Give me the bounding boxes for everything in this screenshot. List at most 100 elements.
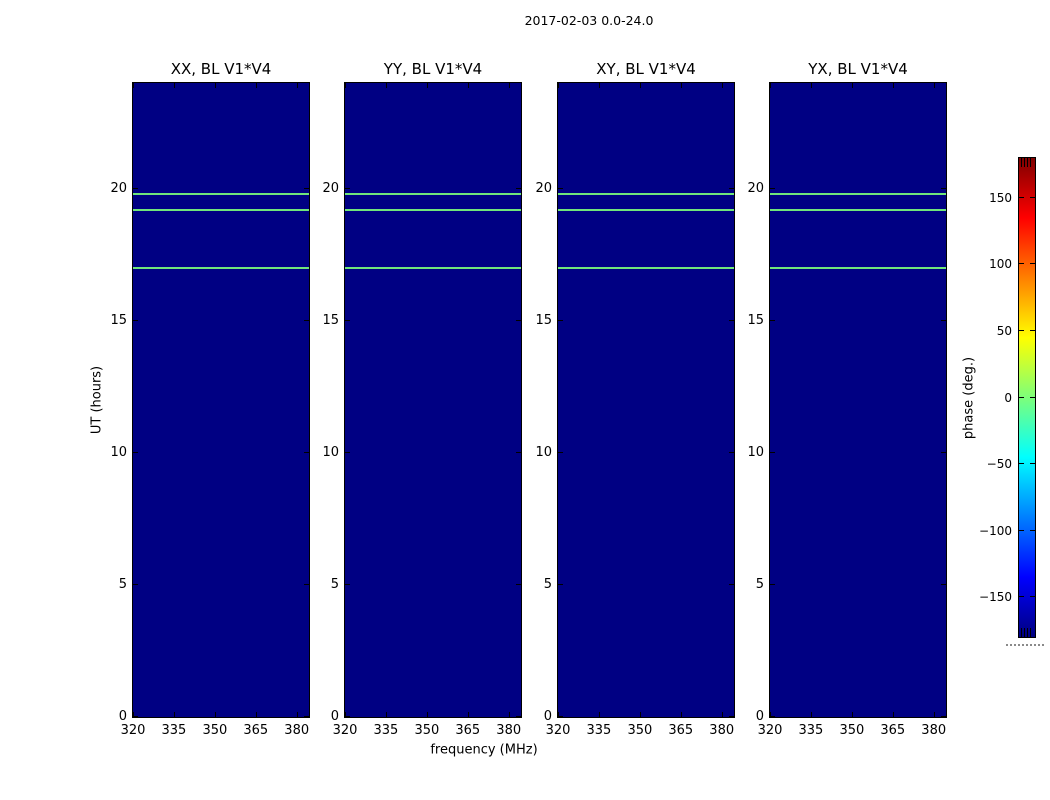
- y-tick-mark: [345, 451, 350, 453]
- y-tick-label: 5: [330, 576, 339, 592]
- x-tick-mark: [851, 712, 853, 717]
- y-tick-mark: [345, 319, 350, 321]
- colorbar: 150 100 50 0 −50 −100 −150: [979, 157, 1036, 638]
- x-tick-label: 380: [921, 723, 947, 738]
- panel-title-yx: YX, BL V1*V4: [808, 60, 908, 78]
- x-tick-label: 350: [839, 723, 865, 738]
- y-tick-label: 15: [322, 312, 339, 328]
- x-tick-mark: [345, 83, 346, 88]
- x-tick-mark: [467, 712, 469, 717]
- y-tick-mark: [558, 583, 563, 585]
- phase-feature-line: [770, 266, 946, 269]
- x-tick-mark: [770, 83, 771, 88]
- y-tick-label: 5: [118, 576, 127, 592]
- y-tick-mark: [304, 716, 309, 717]
- y-tick-label: 20: [747, 180, 764, 196]
- x-tick-label: 320: [332, 723, 358, 738]
- colorbar-axis-label: phase (deg.): [961, 356, 977, 440]
- x-tick-mark: [214, 83, 216, 88]
- y-tick-label: 20: [110, 180, 127, 196]
- heatmap-panel-yx: YX, BL V1*V4 0 5 10 15 20 320 335 350 365 380: [747, 60, 947, 738]
- phase-feature-line: [133, 266, 309, 269]
- y-tick-mark: [729, 451, 734, 453]
- colorbar-tick-mark: [1019, 329, 1024, 331]
- y-tick-label: 5: [543, 576, 552, 592]
- x-tick-mark: [892, 712, 894, 717]
- y-tick-label: 10: [322, 444, 339, 460]
- x-tick-label: 365: [668, 723, 694, 738]
- x-tick-mark: [721, 712, 723, 717]
- y-tick-label: 5: [755, 576, 764, 592]
- colorbar-tick-mark: [1030, 196, 1035, 198]
- x-tick-mark: [770, 712, 771, 717]
- x-tick-label: 320: [545, 723, 571, 738]
- x-tick-mark: [558, 712, 559, 717]
- phase-feature-line: [558, 208, 734, 211]
- x-tick-mark: [426, 83, 428, 88]
- y-tick-label: 0: [543, 709, 552, 724]
- y-tick-mark: [516, 583, 521, 585]
- x-tick-mark: [385, 712, 387, 717]
- y-tick-label: 10: [747, 444, 764, 460]
- y-tick-label: 0: [118, 709, 127, 724]
- x-tick-label: 335: [373, 723, 399, 738]
- x-tick-mark: [680, 712, 682, 717]
- x-tick-mark: [296, 83, 298, 88]
- x-tick-mark: [508, 83, 510, 88]
- y-tick-mark: [304, 187, 309, 189]
- x-tick-mark: [214, 712, 216, 717]
- y-tick-mark: [516, 187, 521, 189]
- y-tick-label: 20: [322, 180, 339, 196]
- heatmap-panel-xy: XY, BL V1*V4 0 5 10 15 20 320 335 350 365 380: [535, 60, 735, 738]
- y-tick-label: 15: [110, 312, 127, 328]
- y-tick-mark: [770, 716, 775, 717]
- x-tick-mark: [133, 83, 134, 88]
- y-tick-label: 15: [535, 312, 552, 328]
- colorbar-tick-mark: [1030, 596, 1035, 598]
- x-tick-label: 380: [496, 723, 522, 738]
- y-tick-mark: [770, 319, 775, 321]
- heatmap-panel-xx: XX, BL V1*V4 0 5 10 15 20 320 335 350 365 380: [110, 60, 310, 738]
- panel-title-xx: XX, BL V1*V4: [170, 60, 272, 78]
- x-tick-label: 365: [880, 723, 906, 738]
- colorbar-end-hatch-top: [1021, 158, 1033, 167]
- y-tick-mark: [133, 451, 138, 453]
- x-tick-mark: [598, 83, 600, 88]
- panel-title-xy: XY, BL V1*V4: [596, 60, 696, 78]
- x-tick-mark: [680, 83, 682, 88]
- y-tick-mark: [516, 319, 521, 321]
- x-tick-mark: [173, 712, 175, 717]
- y-tick-mark: [345, 583, 350, 585]
- phase-feature-line: [133, 192, 309, 195]
- phase-feature-line: [345, 192, 521, 195]
- y-tick-label: 0: [330, 709, 339, 724]
- y-tick-label: 10: [110, 444, 127, 460]
- x-tick-label: 335: [586, 723, 612, 738]
- colorbar-end-hatch-bottom: [1021, 628, 1033, 637]
- phase-feature-line: [770, 208, 946, 211]
- y-tick-label: 0: [755, 709, 764, 724]
- phase-feature-line: [558, 266, 734, 269]
- phase-feature-line: [345, 266, 521, 269]
- y-tick-mark: [558, 716, 563, 717]
- y-tick-mark: [941, 187, 946, 189]
- x-tick-mark: [467, 83, 469, 88]
- y-tick-mark: [941, 451, 946, 453]
- x-tick-label: 335: [161, 723, 187, 738]
- y-tick-mark: [941, 583, 946, 585]
- x-tick-mark: [296, 712, 298, 717]
- x-tick-mark: [558, 83, 559, 88]
- colorbar-tick-label: −100: [979, 523, 1012, 538]
- y-tick-mark: [941, 716, 946, 717]
- x-tick-label: 320: [757, 723, 783, 738]
- x-tick-mark: [892, 83, 894, 88]
- figure-title: 2017-02-03 0.0-24.0: [524, 13, 654, 28]
- colorbar-tick-mark: [1019, 529, 1024, 531]
- x-tick-mark: [133, 712, 134, 717]
- y-tick-mark: [133, 187, 138, 189]
- x-tick-mark: [933, 712, 935, 717]
- y-axis-label: UT (hours): [89, 365, 105, 435]
- x-tick-mark: [721, 83, 723, 88]
- x-tick-label: 380: [709, 723, 735, 738]
- x-tick-mark: [810, 712, 812, 717]
